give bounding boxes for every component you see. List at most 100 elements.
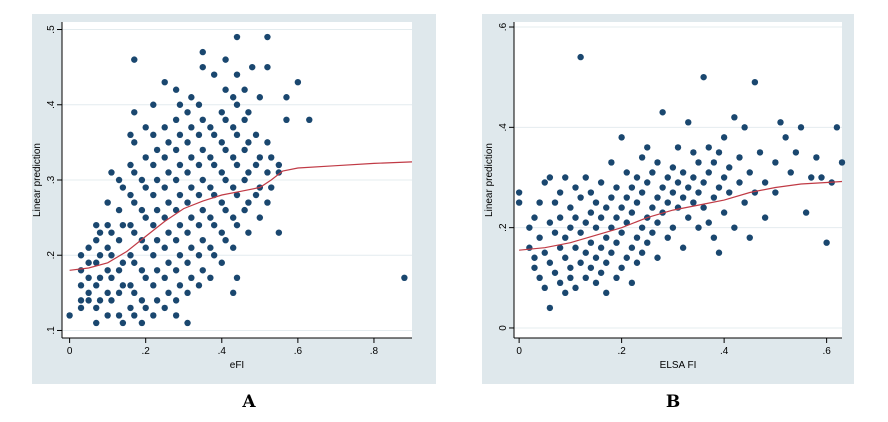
- panel-a-point-83: [153, 206, 161, 214]
- panel-a-point-7: [85, 274, 92, 282]
- panel-a-point-195: [245, 109, 252, 116]
- panel-b-point-58: [603, 204, 610, 211]
- panel-a-point-114: [176, 131, 184, 139]
- panel-b-point-93: [649, 169, 656, 176]
- panel-a-point-60: [138, 297, 146, 304]
- panel-b-point-141: [731, 114, 738, 121]
- panel-b-point-40: [582, 274, 589, 282]
- panel-b-point-124: [700, 204, 707, 211]
- panel-a-point-99: [165, 139, 172, 146]
- panel-b-point-136: [720, 209, 728, 216]
- panel-a-point-166: [222, 176, 229, 184]
- panel-a-point-75: [150, 221, 157, 229]
- panel-a-point-106: [172, 116, 180, 124]
- panel-a-point-131: [195, 282, 203, 289]
- panel-b-point-67: [613, 184, 620, 191]
- panel-a-x-tick-label-4: .8: [370, 346, 379, 357]
- panel-b-x-axis-title: ELSA FI: [660, 360, 697, 371]
- panel-a-point-43: [127, 304, 134, 312]
- panel-b-point-35: [572, 214, 579, 221]
- panel-b-point-146: [746, 169, 753, 176]
- panel-a-point-142: [199, 146, 206, 154]
- panel-a-point-19: [96, 252, 104, 259]
- panel-b-point-106: [669, 164, 677, 171]
- panel-a-point-21: [104, 312, 111, 319]
- panel-a-point-39: [119, 282, 127, 289]
- panel-a-point-130: [188, 94, 195, 101]
- panel-a-x-axis-title: eFI: [230, 360, 244, 371]
- panel-b-point-5: [531, 254, 538, 261]
- panel-a-point-168: [222, 116, 229, 124]
- panel-b-point-79: [628, 279, 636, 287]
- panel-b-label: B: [665, 392, 681, 412]
- panel-a-point-210: [268, 154, 275, 161]
- panel-a-point-104: [172, 176, 180, 184]
- panel-a-point-203: [256, 94, 264, 101]
- panel-b-point-23: [556, 189, 564, 196]
- panel-a-point-204: [264, 199, 271, 206]
- panel-a-point-191: [245, 229, 252, 236]
- panel-b-point-152: [761, 214, 769, 221]
- panel-b-point-81: [633, 199, 641, 206]
- panel-b-point-22: [556, 214, 564, 221]
- panel-a-point-194: [245, 139, 252, 146]
- panel-b-point-45: [587, 239, 595, 246]
- panel-b-point-72: [623, 254, 630, 261]
- panel-a-point-216: [294, 78, 302, 86]
- panel-a-point-32: [115, 312, 123, 319]
- panel-b-point-120: [695, 189, 702, 196]
- panel-b-point-42: [582, 219, 589, 226]
- panel-b-point-139: [726, 164, 733, 171]
- panel-b-point-6: [531, 264, 538, 271]
- panel-a-point-129: [188, 124, 195, 131]
- panel-a-point-58: [131, 56, 138, 63]
- panel-b-point-149: [751, 78, 759, 86]
- panel-b-point-108: [674, 179, 682, 186]
- panel-b-point-154: [772, 189, 779, 196]
- panel-b-point-37: [577, 229, 584, 236]
- panel-b-point-36: [577, 259, 584, 266]
- panel-a-point-206: [264, 139, 271, 146]
- panel-b-y-tick-label-3: .6: [498, 22, 509, 31]
- panel-a-point-150: [207, 154, 214, 161]
- panel-a-point-54: [131, 199, 138, 206]
- panel-b-point-95: [654, 194, 661, 201]
- panel-a-point-89: [161, 214, 168, 221]
- panel-a-x-tick-label-1: .2: [142, 346, 151, 357]
- panel-b-point-27: [562, 174, 569, 181]
- panel-b-point-115: [685, 214, 692, 221]
- panel-a-point-56: [131, 139, 138, 146]
- panel-b-point-86: [638, 154, 646, 161]
- panel-a-point-84: [153, 176, 161, 184]
- panel-a-point-197: [252, 191, 260, 199]
- panel-b-point-121: [695, 224, 702, 231]
- panel-a-point-192: [245, 199, 252, 206]
- panel-a-point-140: [199, 206, 206, 214]
- panel-a-point-170: [222, 56, 229, 63]
- panel-a-point-208: [264, 63, 271, 71]
- panel-a-point-200: [256, 214, 264, 221]
- panel-b-point-15: [546, 304, 554, 312]
- panel-b-point-103: [664, 174, 671, 181]
- panel-a-point-30: [108, 229, 115, 236]
- panel-a-x-tick-label-0: 0: [67, 346, 73, 357]
- panel-a-point-108: [172, 312, 180, 319]
- panel-b-point-57: [603, 234, 610, 241]
- panel-b-point-107: [669, 224, 677, 231]
- panel-a-point-27: [108, 297, 115, 304]
- panel-b-point-21: [556, 279, 564, 287]
- panel-a-x-tick-label-3: .6: [294, 346, 303, 357]
- panel-a-point-178: [233, 274, 241, 282]
- panel-a-x-tick-label-2: .4: [218, 346, 227, 357]
- panel-b-point-161: [808, 174, 815, 181]
- panel-b-point-135: [720, 174, 728, 181]
- panel-b-point-11: [541, 249, 548, 256]
- panel-b-point-87: [638, 249, 646, 256]
- panel-b-point-2: [526, 224, 533, 231]
- panel-a-y-axis-title: Linear prediction: [32, 143, 43, 217]
- panel-a-point-38: [119, 319, 127, 327]
- panel-b-y-axis-title: Linear prediction: [484, 143, 495, 217]
- panel-b-point-69: [618, 229, 625, 236]
- panel-b-point-49: [592, 254, 600, 261]
- panel-b-point-50: [592, 224, 600, 231]
